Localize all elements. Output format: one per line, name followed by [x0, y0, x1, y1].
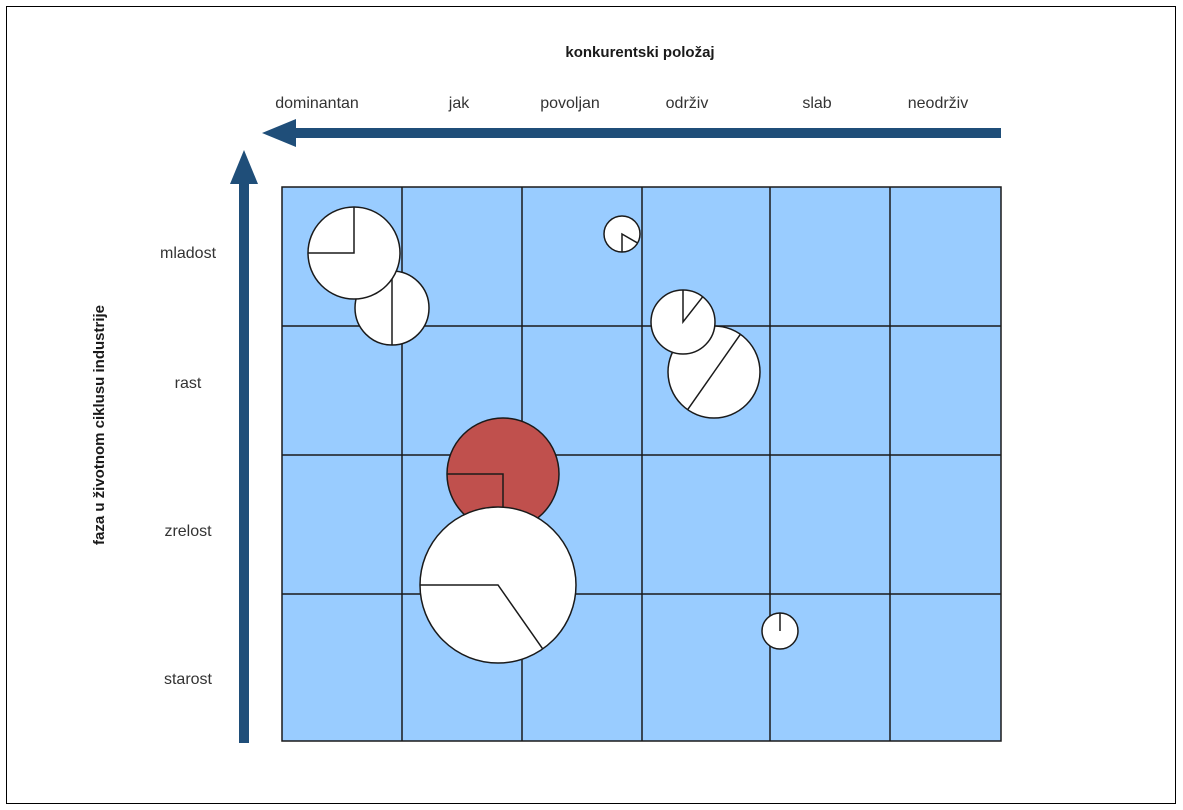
x-category-label: održiv: [666, 95, 709, 112]
y-axis-arrow: [230, 150, 258, 743]
x-axis-title: konkurentski položaj: [565, 44, 714, 61]
x-category-label: dominantan: [275, 95, 359, 112]
bubble-share-wedge: [682, 290, 704, 325]
bubble: [650, 289, 716, 355]
x-category-label: neodrživ: [908, 95, 968, 112]
x-axis-arrow: [262, 119, 1001, 147]
x-arrow-shaft: [290, 128, 1001, 138]
x-category-label: povoljan: [540, 95, 600, 112]
bubble: [761, 612, 799, 650]
y-category-labels: mladost rast zrelost starost: [160, 245, 217, 688]
x-category-label: slab: [802, 95, 831, 112]
x-category-labels: dominantan jak povoljan održiv slab neodrživ: [275, 95, 968, 112]
bubble-share-wedge: [420, 584, 544, 650]
y-axis-title: faza u životnom ciklusu industrije: [91, 305, 108, 545]
bubble-share-wedge: [621, 232, 638, 252]
y-category-label: starost: [164, 671, 213, 688]
x-arrow-head: [262, 119, 296, 147]
bubble: [603, 215, 641, 253]
x-category-label: jak: [448, 95, 470, 112]
y-category-label: rast: [175, 375, 202, 392]
bubbles: [307, 206, 799, 664]
y-category-label: mladost: [160, 245, 217, 262]
bubble: [419, 506, 577, 664]
bubble: [307, 206, 401, 300]
bubble-share-wedge: [308, 207, 355, 254]
bubble-share-wedge: [687, 333, 741, 411]
y-arrow-head: [230, 150, 258, 184]
y-arrow-shaft: [239, 180, 249, 743]
y-category-label: zrelost: [164, 523, 212, 540]
